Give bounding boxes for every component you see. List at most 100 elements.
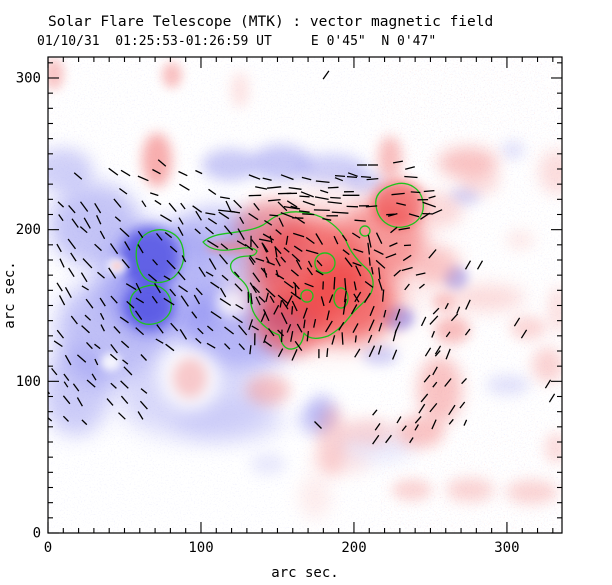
- vector-segment: [109, 243, 119, 255]
- vector-segment: [404, 283, 410, 291]
- vector-segment: [108, 167, 119, 176]
- vector-segment: [393, 269, 402, 277]
- vector-segment: [57, 201, 65, 208]
- vector-segment: [375, 259, 386, 269]
- vector-segment: [210, 281, 220, 289]
- vector-segment: [64, 286, 72, 299]
- vector-segment: [265, 292, 269, 302]
- vector-segment: [94, 202, 102, 214]
- vector-segment: [81, 285, 89, 291]
- vector-segment: [428, 195, 436, 199]
- vector-segment: [544, 379, 552, 389]
- vector-segment: [275, 229, 282, 235]
- vector-segment: [124, 241, 131, 251]
- vector-segment: [277, 201, 288, 212]
- vector-segment: [121, 258, 130, 269]
- vector-segment: [237, 228, 245, 241]
- field-blob: [506, 230, 534, 250]
- vector-segment: [251, 239, 259, 249]
- y-tick-label: 200: [16, 222, 41, 238]
- vector-segment: [420, 393, 429, 403]
- vector-segment: [428, 249, 437, 259]
- vector-segment: [285, 235, 289, 245]
- vector-segment: [342, 249, 350, 256]
- vector-segment: [262, 243, 269, 253]
- vector-segment: [377, 345, 382, 355]
- vector-segment: [396, 416, 402, 424]
- vector-segment: [444, 302, 449, 310]
- vector-segment: [355, 265, 362, 277]
- vector-segment: [277, 348, 284, 358]
- vector-segment: [170, 322, 179, 332]
- vector-segment: [198, 266, 206, 278]
- vector-segment: [155, 338, 164, 344]
- vector-segment: [152, 168, 161, 175]
- vector-segment: [56, 329, 65, 339]
- vector-segment: [63, 381, 69, 388]
- vector-segment: [409, 437, 414, 444]
- vector-segment: [322, 70, 330, 80]
- vector-segment: [280, 256, 287, 263]
- vector-segment: [269, 295, 275, 304]
- field-blob: [378, 136, 402, 180]
- vector-segment: [280, 312, 288, 325]
- vector-segment: [306, 267, 314, 276]
- vector-segment: [444, 378, 452, 387]
- x-tick-label: 200: [341, 540, 366, 556]
- vector-segment: [268, 198, 281, 202]
- vector-segment: [429, 402, 438, 413]
- vector-segment: [59, 258, 65, 268]
- vector-segment: [96, 215, 102, 225]
- vector-segment: [137, 230, 144, 239]
- vector-segment: [91, 373, 97, 381]
- vector-segment: [263, 334, 268, 344]
- vector-segment: [169, 288, 177, 297]
- vector-segment: [383, 309, 387, 318]
- vector-segment: [238, 324, 248, 336]
- y-tick-label: 300: [16, 71, 41, 87]
- vector-segment: [368, 345, 376, 358]
- vector-segment: [278, 217, 284, 227]
- vector-segment: [255, 186, 268, 190]
- vector-segment: [300, 191, 314, 198]
- vector-segment: [81, 325, 90, 334]
- y-axis-label: arc sec.: [2, 261, 18, 328]
- vector-segment: [137, 244, 144, 254]
- vector-segment: [269, 235, 273, 244]
- vector-segment: [163, 275, 171, 281]
- vector-segment: [62, 395, 71, 405]
- vector-segment: [298, 210, 310, 213]
- vector-segment: [306, 331, 310, 342]
- vector-segment: [137, 175, 149, 182]
- axes-frame: [47, 56, 563, 534]
- vector-segment: [155, 232, 163, 241]
- field-blob: [418, 356, 462, 424]
- vector-segment: [305, 249, 319, 255]
- vector-segment: [372, 434, 380, 445]
- field-blob: [251, 145, 311, 181]
- vector-segment: [206, 342, 216, 349]
- vector-segment: [195, 210, 202, 221]
- vector-segment: [315, 180, 330, 184]
- vector-segment: [378, 322, 383, 332]
- vector-segment: [165, 343, 175, 352]
- vector-segment: [344, 257, 353, 268]
- vector-segment: [224, 343, 231, 350]
- vector-segment: [448, 418, 454, 425]
- vector-segment: [122, 359, 129, 365]
- vector-segment: [123, 366, 133, 376]
- vector-segment: [71, 218, 79, 228]
- vector-segment: [314, 421, 322, 429]
- vector-segment: [326, 310, 330, 321]
- vector-segment: [378, 267, 381, 280]
- vector-segment: [79, 201, 89, 212]
- vector-segment: [125, 283, 137, 291]
- vector-segment: [465, 299, 471, 310]
- vector-segment: [401, 266, 413, 272]
- vector-segment: [281, 299, 289, 310]
- field-blob: [310, 449, 370, 475]
- vector-segment: [392, 329, 397, 342]
- vector-segment: [365, 205, 378, 208]
- field-blob: [101, 353, 121, 371]
